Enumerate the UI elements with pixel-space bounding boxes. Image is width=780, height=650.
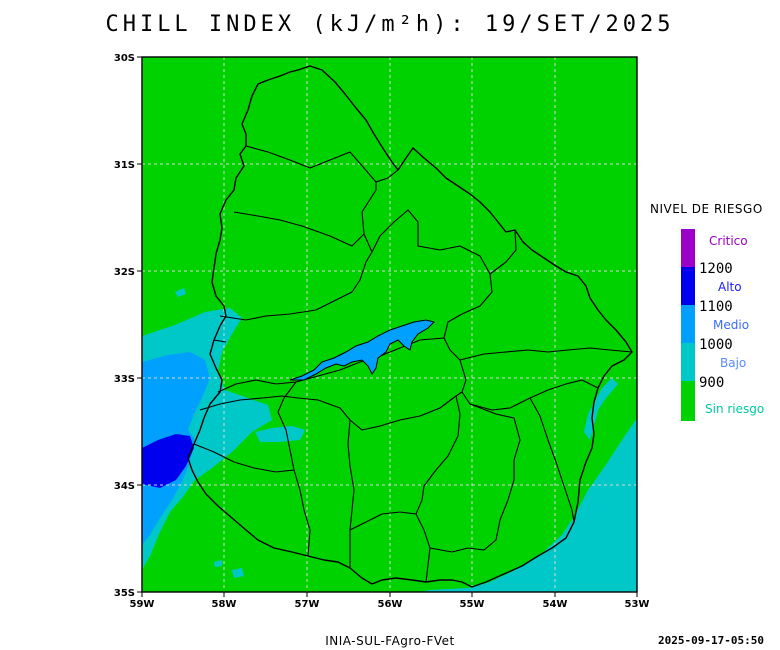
x-tick-label: 54W xyxy=(543,599,568,610)
legend-swatch-critico xyxy=(681,229,695,267)
y-tick-label: 34S xyxy=(114,481,135,492)
legend-label-bajo: Bajo xyxy=(720,356,747,370)
legend-swatch-sin-riesgo xyxy=(681,381,695,421)
reservoir-lake xyxy=(289,319,435,381)
map-gridlines xyxy=(142,57,637,592)
country-border xyxy=(187,65,633,588)
risk-area-bajo-river-patch xyxy=(255,426,305,442)
risk-area-bajo-small-2 xyxy=(232,568,244,578)
x-tick-label: 56W xyxy=(378,599,403,610)
x-tick-label: 55W xyxy=(460,599,485,610)
risk-area-bajo-south-coast xyxy=(420,418,637,592)
timestamp: 2025-09-17-05:50 xyxy=(658,634,764,647)
legend-swatch-medio xyxy=(681,305,695,343)
legend-threshold-1000: 1000 xyxy=(699,337,733,353)
risk-area-bajo-small-3 xyxy=(214,560,222,567)
y-tick-label: 33S xyxy=(114,374,135,385)
x-tick-label: 59W xyxy=(130,599,155,610)
department-borders xyxy=(193,145,633,583)
legend-swatch-bajo xyxy=(681,343,695,381)
legend-threshold-900: 900 xyxy=(699,375,725,391)
x-tick-label: 58W xyxy=(212,599,237,610)
map-title: CHILL INDEX (kJ/m²h): 19/SET/2025 xyxy=(105,12,675,37)
risk-area-bajo-small-1 xyxy=(175,288,186,297)
y-tick-label: 31S xyxy=(114,160,135,171)
source-credit: INIA-SUL-FAgro-FVet xyxy=(325,634,455,648)
legend-label-medio: Medio xyxy=(713,318,750,332)
legend-label-alto: Alto xyxy=(718,280,742,294)
y-tick-label: 30S xyxy=(114,53,135,64)
legend-label-critico: Critico xyxy=(709,234,748,248)
axis-ticks xyxy=(137,56,638,597)
legend-threshold-1100: 1100 xyxy=(699,299,733,315)
legend-title: NIVEL DE RIESGO xyxy=(650,202,763,216)
legend-swatch-alto xyxy=(681,267,695,305)
risk-area-alto-west xyxy=(142,434,194,488)
x-tick-label: 57W xyxy=(295,599,320,610)
x-tick-label: 53W xyxy=(625,599,650,610)
y-tick-label: 35S xyxy=(114,588,135,599)
y-tick-label: 32S xyxy=(114,267,135,278)
legend-label-sin-riesgo: Sin riesgo xyxy=(705,402,765,416)
legend-threshold-1200: 1200 xyxy=(699,261,733,277)
